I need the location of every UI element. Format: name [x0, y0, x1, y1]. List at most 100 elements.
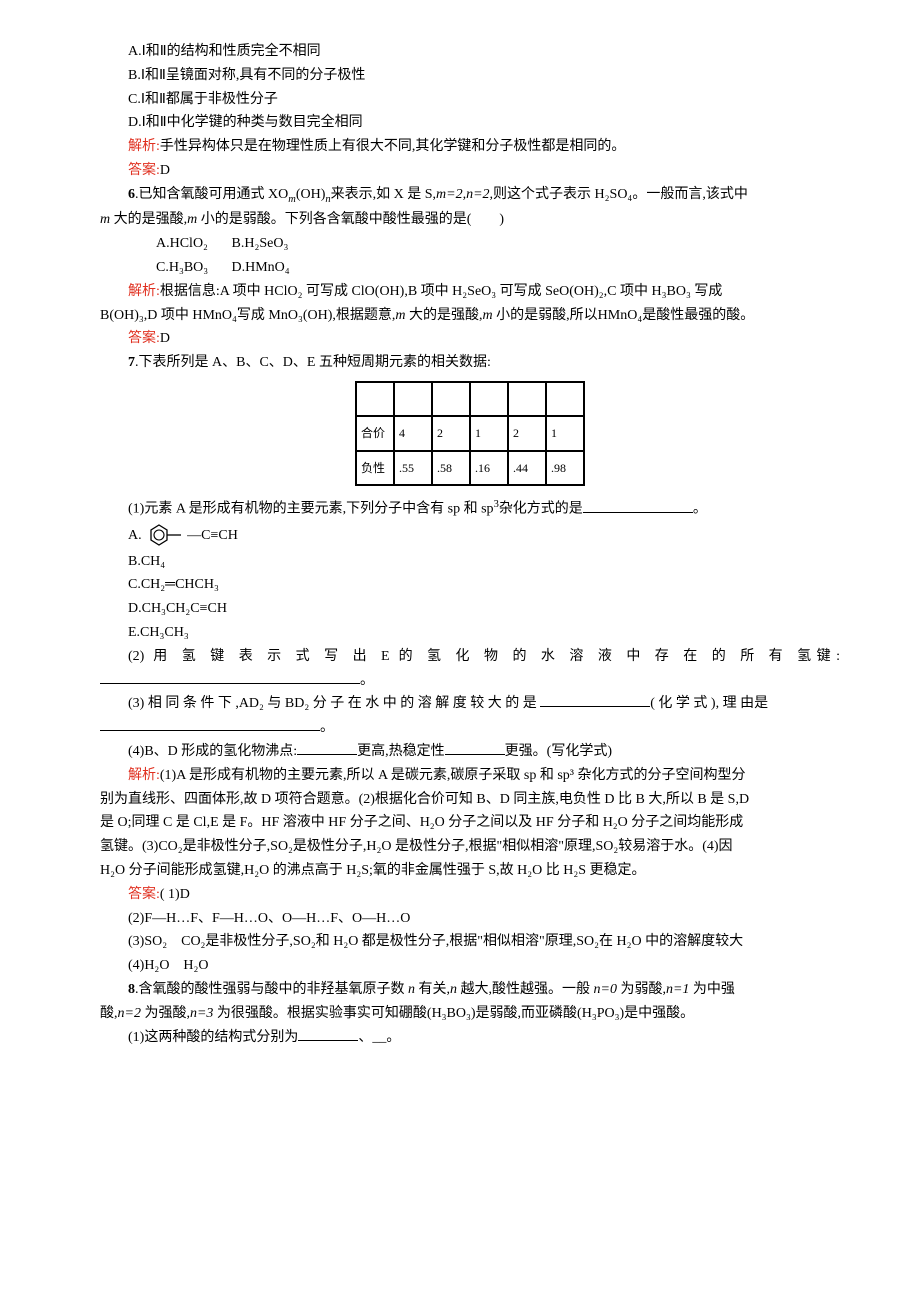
table-col-c: [470, 382, 508, 416]
q5-option-d: D.Ⅰ和Ⅱ中化学键的种类与数目完全相同: [100, 111, 840, 135]
q8-number: 8: [128, 982, 135, 997]
q8-stem4: 为弱酸,: [617, 982, 666, 997]
table-header-row: [356, 382, 584, 416]
q5-exp-text: 手性异构体只是在物理性质上有很大不同,其化学键和分子极性都是相同的。: [160, 139, 626, 154]
q8-stem6: 酸,: [100, 1006, 118, 1021]
table-row2-label: 负性: [356, 451, 394, 485]
q8-p1: (1)这两种酸的结构式分别为、__。: [100, 1026, 840, 1050]
q8-p1-blank: [298, 1026, 358, 1041]
table-col-e: [546, 382, 584, 416]
q6-options-row1: A.HClO₂ B.H₂SeO₃: [100, 232, 840, 256]
q7-p2-blank-line: 。: [100, 669, 840, 693]
q7-exp-l1: 解析:(1)A 是形成有机物的主要元素,所以 A 是碳元素,碳原子采取 sp 和…: [100, 764, 840, 788]
q8-n-var1: n: [408, 982, 415, 997]
q7-p4: (4)B、D 形成的氢化物沸点: 更高,热稳定性 更强。(写化学式): [100, 740, 840, 764]
q5-option-c: C.Ⅰ和Ⅱ都属于非极性分子: [100, 88, 840, 112]
q7-exp-label: 解析:: [128, 768, 160, 783]
q6-m5: m: [483, 308, 497, 323]
q7-ans-label: 答案:: [128, 887, 160, 902]
q7-option-d: D.CH₃CH₂C≡CH: [100, 597, 840, 621]
q6-exp-text2: B(OH)₃,D 项中 HMnO₄写成 MnO₃(OH),根据题意,: [100, 308, 395, 323]
q7-p4-blank1: [297, 740, 357, 755]
q6-options-row2: C.H₃BO₃ D.HMnO₄: [100, 256, 840, 280]
table-r1c3: 1: [470, 416, 508, 450]
q7-option-e: E.CH₃CH₃: [100, 621, 840, 645]
q8-nv1: n=1: [666, 982, 689, 997]
table-row1-label: 合价: [356, 416, 394, 450]
q7-stem-text: .下表所列是 A、B、C、D、E 五种短周期元素的相关数据:: [135, 355, 491, 370]
q6-exp-text4: 小的是弱酸,所以HMnO₄是酸性最强的酸。: [496, 308, 754, 323]
q7-p1a: (1)元素 A 是形成有机物的主要元素,下列分子中含有 sp 和 sp: [128, 502, 494, 517]
table-r2c1: .55: [394, 451, 432, 485]
benzene-icon: [145, 522, 187, 550]
q7-option-c: C.CH₂═CHCH₃: [100, 573, 840, 597]
table-r1c4: 2: [508, 416, 546, 450]
q6-option-d: D.HMnO₄: [232, 260, 290, 275]
q6-exp-line1: 解析:根据信息:A 项中 HClO₂ 可写成 ClO(OH),B 项中 H₂Se…: [100, 280, 840, 304]
table-col-a: [394, 382, 432, 416]
table-r2c2: .58: [432, 451, 470, 485]
q5-answer: 答案:D: [100, 159, 840, 183]
q7-option-b: B.CH₄: [100, 550, 840, 574]
q6-option-b: B.H₂SeO₃: [232, 236, 289, 251]
q8-stem5: 为中强: [689, 982, 735, 997]
table-r1c1: 4: [394, 416, 432, 450]
q7-exp-l5: H₂O 分子间能形成氢键,H₂O 的沸点高于 H₂S;氧的非金属性强于 S,故 …: [100, 859, 840, 883]
q7-number: 7: [128, 355, 135, 370]
q6-exp-text3: 大的是强酸,: [409, 308, 483, 323]
q6-stem-5: 大的是强酸,: [114, 212, 188, 227]
q8-stem-l2: 酸,n=2 为强酸,n=3 为很强酸。根据实验事实可知硼酸(H₃BO₃)是弱酸,…: [100, 1002, 840, 1026]
q7-exp1: (1)A 是形成有机物的主要元素,所以 A 是碳元素,碳原子采取 sp 和 sp…: [160, 768, 746, 783]
q6-number: 6: [128, 187, 135, 202]
q7-optA-tail: —C≡CH: [187, 528, 238, 543]
q8-stem8: 为很强酸。根据实验事实可知硼酸(H₃BO₃)是弱酸,而亚磷酸(H₃PO₃)是中强…: [213, 1006, 694, 1021]
q5-explanation: 解析:手性异构体只是在物理性质上有很大不同,其化学键和分子极性都是相同的。: [100, 135, 840, 159]
q7-optA-label: A.: [128, 528, 142, 543]
q6-option-c: C.H₃BO₃: [128, 256, 228, 280]
q5-option-a: A.Ⅰ和Ⅱ的结构和性质完全不相同: [100, 40, 840, 64]
table-r2c3: .16: [470, 451, 508, 485]
q7-p1b: 杂化方式的是: [499, 502, 583, 517]
q7-p3b: ( 化 学 式 ), 理 由是: [650, 696, 768, 711]
q8-p1b: 、__。: [358, 1030, 400, 1045]
q6-stem-6: 小的是弱酸。下列各含氧酸中酸性最强的是( ): [201, 212, 504, 227]
q7-p4a: (4)B、D 形成的氢化物沸点:: [128, 744, 297, 759]
q6-exp-label: 解析:: [128, 284, 160, 299]
q7-p1: (1)元素 A 是形成有机物的主要元素,下列分子中含有 sp 和 sp3杂化方式…: [100, 496, 840, 521]
q8-stem-l1: 8.含氧酸的酸性强弱与酸中的非羟基氧原子数 n 有关,n 越大,酸性越强。一般 …: [100, 978, 840, 1002]
q7-p3-end: 。: [320, 720, 334, 735]
q5-ans-label: 答案:: [128, 163, 160, 178]
q7-ans-line1: 答案:( 1)D: [100, 883, 840, 907]
q7-p3-blank2: [100, 716, 320, 731]
q7-ans-line4: (4)H₂O H₂O: [100, 954, 840, 978]
q7-p4c: 更强。(写化学式): [505, 744, 612, 759]
q6-exp-line2: B(OH)₃,D 项中 HMnO₄写成 MnO₃(OH),根据题意, m 大的是强…: [100, 304, 840, 328]
q6-stem-2: (OH): [296, 187, 326, 202]
q7-exp-l3: 是 O;同理 C 是 Cl,E 是 F。HF 溶液中 HF 分子之间、H₂O 分…: [100, 811, 840, 835]
q7-p4b: 更高,热稳定性: [357, 744, 445, 759]
q7-p4-blank2: [445, 740, 505, 755]
table-r2c4: .44: [508, 451, 546, 485]
q8-stem2: 有关,: [415, 982, 450, 997]
q7-p2: (2) 用 氢 键 表 示 式 写 出 E 的 氢 化 物 的 水 溶 液 中 …: [100, 645, 840, 669]
q7-p1c: 。: [693, 502, 707, 517]
q6-answer: 答案:D: [100, 327, 840, 351]
table-row-electronegativity: 负性 .55 .58 .16 .44 .98: [356, 451, 584, 485]
q5-ans-text: D: [160, 163, 170, 178]
q6-stem: 6.已知含氧酸可用通式 XOm(OH)n来表示,如 X 是 S,m=2,n=2,…: [100, 183, 840, 209]
table-col-b: [432, 382, 470, 416]
q8-stem3: 越大,酸性越强。一般: [457, 982, 594, 997]
q6-m3: m: [187, 212, 201, 227]
table-r1c5: 1: [546, 416, 584, 450]
q7-p3-blank-line: 。: [100, 716, 840, 740]
q7-exp-l4: 氢键。(3)CO₂是非极性分子,SO₂是极性分子,H₂O 是极性分子,根据"相似…: [100, 835, 840, 859]
q7-table: 合价 4 2 1 2 1 负性 .55 .58 .16 .44 .98: [355, 381, 585, 486]
q7-stem: 7.下表所列是 A、B、C、D、E 五种短周期元素的相关数据:: [100, 351, 840, 375]
q8-nv2: n=2: [118, 1006, 141, 1021]
q7-option-a: A. —C≡CH: [100, 522, 840, 550]
table-col-d: [508, 382, 546, 416]
q7-ans-line3: (3)SO₂ CO₂是非极性分子,SO₂和 H₂O 都是极性分子,根据"相似相溶…: [100, 930, 840, 954]
q6-option-a: A.HClO₂: [128, 232, 228, 256]
table-r1c2: 2: [432, 416, 470, 450]
q7-p2-blank: [100, 669, 360, 684]
